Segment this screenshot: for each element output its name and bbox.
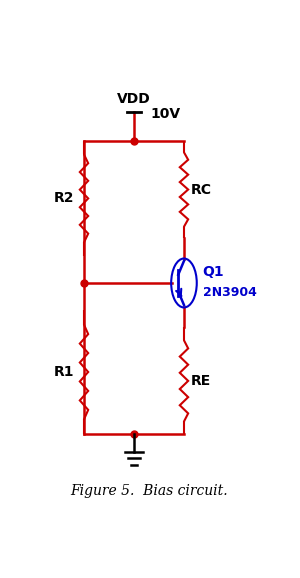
Text: 10V: 10V [150,107,180,121]
Text: 2N3904: 2N3904 [202,286,256,299]
Text: RE: RE [191,374,211,388]
Text: R1: R1 [54,365,75,379]
Text: RC: RC [191,183,212,197]
Text: R2: R2 [54,191,75,205]
Text: Figure 5.  Bias circuit.: Figure 5. Bias circuit. [70,484,228,498]
Text: Q1: Q1 [202,265,224,279]
Text: VDD: VDD [117,92,151,106]
